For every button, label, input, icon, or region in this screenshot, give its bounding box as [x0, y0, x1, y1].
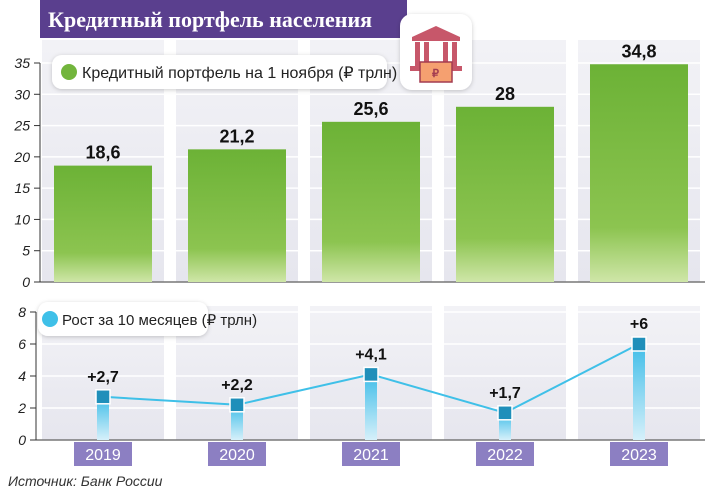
y-tick-label: 10	[14, 211, 30, 227]
y-tick-label: 0	[18, 432, 26, 448]
y-tick-label: 30	[14, 86, 30, 102]
legend-bottom: Рост за 10 месяцев (₽ трлн)	[38, 302, 257, 336]
source-note: Источник: Банк России	[8, 473, 163, 489]
data-label: +2,7	[87, 369, 119, 386]
stem	[231, 404, 243, 440]
data-label: 21,2	[219, 126, 254, 146]
y-tick-label: 5	[22, 243, 30, 259]
year-label-bg	[208, 442, 266, 466]
data-label: 28	[495, 84, 515, 104]
title-bar	[40, 0, 407, 38]
page-title: Кредитный портфель населения	[48, 7, 372, 32]
x-tick-label: 2023	[621, 447, 657, 464]
data-label: +1,7	[489, 385, 521, 402]
y-tick-label: 35	[14, 55, 30, 71]
bar-2019	[54, 165, 152, 282]
data-point-2022	[497, 405, 513, 421]
data-point-2023	[631, 336, 647, 352]
x-tick-label: 2019	[85, 447, 121, 464]
data-point-2019	[95, 389, 111, 405]
y-tick-label: 2	[17, 400, 26, 416]
bar-2020	[188, 149, 286, 282]
x-tick-label: 2022	[487, 447, 523, 464]
year-label-bg	[74, 442, 132, 466]
x-tick-label: 2021	[353, 447, 389, 464]
stem	[365, 374, 377, 440]
year-label-bg	[476, 442, 534, 466]
bar-2021	[322, 121, 420, 283]
data-point-2020	[229, 397, 245, 413]
data-label: 34,8	[621, 41, 656, 61]
stem	[633, 344, 645, 440]
data-label: 18,6	[85, 143, 120, 163]
y-tick-label: 25	[13, 118, 30, 134]
year-label-bg	[610, 442, 668, 466]
data-label: +6	[630, 316, 648, 333]
data-label: +4,1	[355, 346, 387, 363]
y-tick-label: 15	[14, 180, 30, 196]
y-tick-label: 20	[13, 149, 30, 165]
data-label: 25,6	[353, 99, 388, 119]
y-tick-label: 0	[22, 274, 30, 290]
stem	[97, 396, 109, 440]
y-tick-label: 6	[18, 336, 26, 352]
data-point-2021	[363, 366, 379, 383]
x-tick-label: 2020	[219, 447, 255, 464]
legend-label-portfolio: Кредитный портфель на 1 ноября (₽ трлн)	[82, 65, 397, 82]
bar-2023	[590, 64, 688, 282]
svg-text:₽: ₽	[432, 68, 439, 80]
legend-label-growth: Рост за 10 месяцев (₽ трлн)	[62, 312, 257, 329]
data-label: +2,2	[221, 377, 253, 394]
year-label-bg	[342, 442, 400, 466]
legend-swatch-blue	[42, 311, 58, 327]
legend-top: Кредитный портфель на 1 ноября (₽ трлн)	[52, 55, 397, 89]
y-tick-label: 8	[18, 304, 26, 320]
bar-2022	[456, 106, 554, 282]
bank-building-icon: ₽	[400, 14, 472, 90]
y-tick-label: 4	[18, 368, 26, 384]
legend-swatch-green	[61, 64, 77, 80]
